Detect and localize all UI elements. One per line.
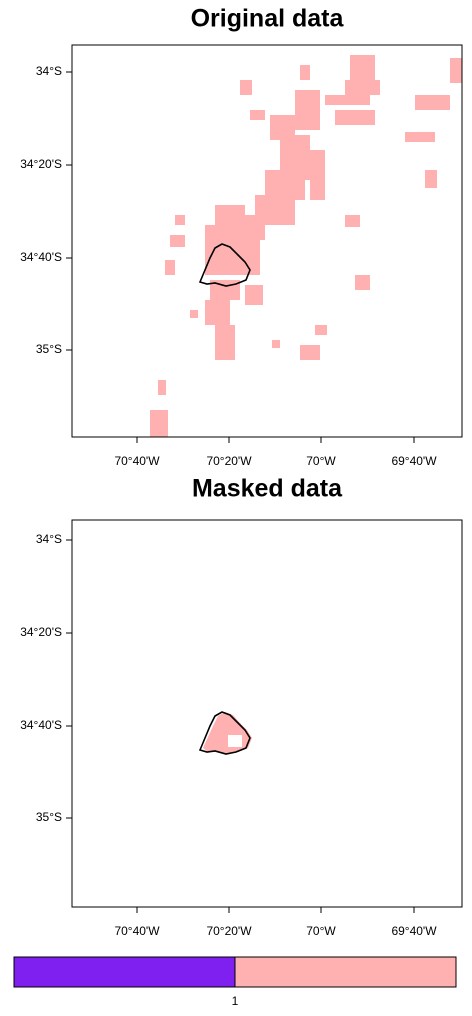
colorbar-label: 1 — [232, 994, 239, 1008]
y-tick-label: 34°40'S — [20, 718, 62, 732]
map-frame — [71, 519, 463, 908]
x-tick-label: 70°W — [306, 924, 336, 938]
colorbar-swatch — [14, 957, 235, 987]
colorbar-swatch — [235, 957, 456, 987]
region-outline — [198, 243, 251, 287]
map-frame — [71, 44, 463, 438]
masked-gap — [228, 735, 242, 747]
y-tick-label: 34°S — [36, 532, 62, 546]
x-tick-label: 70°40'W — [114, 454, 160, 468]
panel-title: Original data — [191, 5, 345, 33]
x-tick-label: 69°40'W — [391, 924, 437, 938]
y-tick-label: 34°S — [36, 64, 62, 78]
y-tick-label: 34°20'S — [20, 157, 62, 171]
x-tick-label: 70°W — [306, 454, 336, 468]
region-outline — [198, 711, 251, 755]
y-tick-label: 34°20'S — [20, 625, 62, 639]
x-tick-label: 70°40'W — [114, 924, 160, 938]
x-tick-label: 70°20'W — [206, 454, 252, 468]
raster-original — [150, 55, 462, 437]
y-tick-label: 35°S — [36, 810, 62, 824]
x-tick-label: 69°40'W — [391, 454, 437, 468]
y-tick-label: 35°S — [36, 342, 62, 356]
panel-title: Masked data — [192, 475, 343, 503]
x-tick-label: 70°20'W — [206, 924, 252, 938]
y-tick-label: 34°40'S — [20, 250, 62, 264]
